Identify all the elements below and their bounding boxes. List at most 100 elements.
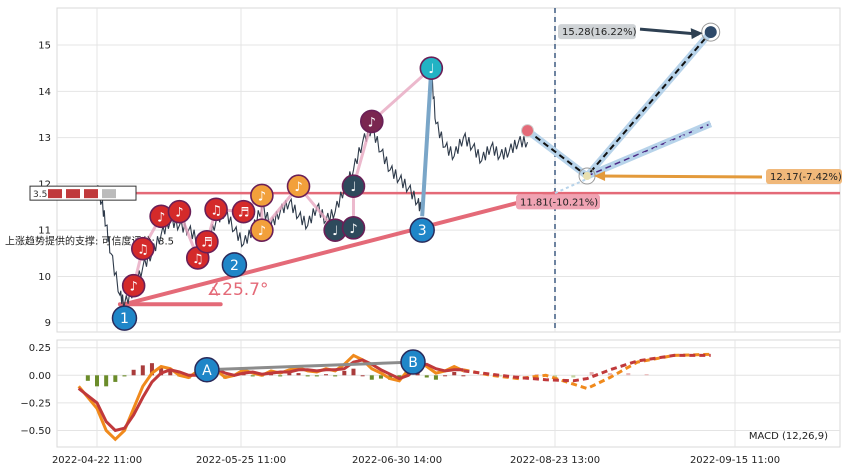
macd-histogram-bar xyxy=(342,370,347,376)
macd-histogram-bar xyxy=(131,369,136,376)
note-glyph: ♪ xyxy=(129,280,137,295)
macd-histogram-bar xyxy=(553,375,557,378)
x-tick-label: 2022-08-23 13:00 xyxy=(510,455,600,466)
wave-label: 1 xyxy=(120,311,129,327)
upper-target-label: 15.28(16.22%) xyxy=(562,27,637,38)
note-marker xyxy=(341,174,366,198)
macd-histogram-bar xyxy=(314,375,319,377)
note-glyph: ♬ xyxy=(238,206,250,221)
x-tick-label: 2022-04-22 11:00 xyxy=(52,455,142,466)
support-trend-label: 上涨趋势提供的支撑: 可信度评分: 3.5 xyxy=(5,235,174,248)
macd-histogram-bar xyxy=(589,371,594,376)
macd-histogram-bar xyxy=(479,374,484,376)
mid-arrowhead xyxy=(594,171,606,182)
divergence-line xyxy=(206,360,414,372)
note-glyph: ♩ xyxy=(332,224,338,239)
note-glyph: ♪ xyxy=(294,180,302,195)
wave-label: 3 xyxy=(418,223,427,239)
macd-histogram-bar xyxy=(168,370,173,376)
macd-histogram-bar xyxy=(296,373,301,376)
price-tick-label: 13 xyxy=(38,133,51,144)
macd-signal-forecast-line xyxy=(463,353,711,383)
note-glyph: ♬ xyxy=(201,236,213,251)
macd-histogram-bar xyxy=(452,371,457,376)
x-tick-label: 2022-09-15 11:00 xyxy=(690,455,780,466)
macd-histogram-bar xyxy=(333,375,338,377)
macd-panel: −0.50 −0.25 0.00 0.25 A B MACD (12,26,9) xyxy=(20,339,841,448)
note-glyph: ♫ xyxy=(192,252,204,267)
macd-histogram-bar xyxy=(324,374,328,376)
forecast-mid-marker xyxy=(583,172,592,181)
note-marker xyxy=(250,218,274,242)
target-arrowhead xyxy=(690,28,703,40)
note-marker xyxy=(195,229,219,254)
note-glyph: ♪ xyxy=(368,115,376,130)
x-tick-label: 2022-05-25 11:00 xyxy=(196,455,286,466)
macd-histogram-bar xyxy=(250,375,255,377)
macd-histogram-bar xyxy=(433,375,438,380)
price-tick-label: 12 xyxy=(38,179,51,190)
note-marker xyxy=(341,216,366,240)
macd-tick-label: −0.50 xyxy=(20,426,51,437)
price-frame xyxy=(56,7,841,333)
forecast-start-marker xyxy=(521,124,535,138)
macd-histogram-bar xyxy=(378,375,383,379)
note-marker xyxy=(419,56,444,80)
macd-histogram-bar xyxy=(85,375,90,381)
macd-histogram-bar xyxy=(278,375,283,377)
macd-marker-label: A xyxy=(202,363,212,379)
wave-marker xyxy=(409,217,435,243)
angle-label: ∡25.7° xyxy=(207,280,269,300)
note-glyph: ♩ xyxy=(350,180,356,195)
macd-signal-line xyxy=(77,358,464,433)
note-glyph: ♪ xyxy=(349,222,357,237)
note-glyph: ♪ xyxy=(175,206,183,221)
macd-histogram-bar xyxy=(424,375,429,378)
note-marker xyxy=(286,174,311,198)
support-price-label: 11.81(-10.21%) xyxy=(520,197,598,208)
note-marker xyxy=(121,273,146,298)
x-tick-label: 2022-06-30 14:00 xyxy=(352,455,442,466)
price-tick-label: 9 xyxy=(45,318,51,329)
note-marker xyxy=(359,109,384,134)
note-glyph: ♫ xyxy=(210,203,222,218)
macd-histogram-bar xyxy=(443,375,448,377)
target-arrow xyxy=(639,27,699,36)
support-trendline xyxy=(122,191,557,307)
macd-histogram-bar xyxy=(140,365,145,376)
macd-tick-label: −0.25 xyxy=(20,398,51,409)
note-glyph: ♪ xyxy=(258,224,266,239)
note-glyph: ♫ xyxy=(137,243,149,258)
macd-histogram-bar xyxy=(534,374,539,376)
price-panel: 9101112131415∡25.7°15.28(16.22%)12.17(-7… xyxy=(5,7,842,447)
spike-overlay xyxy=(420,68,434,217)
note-glyph: ♪ xyxy=(157,210,165,225)
note-marker xyxy=(167,199,192,224)
macd-histogram-bar xyxy=(397,375,402,378)
macd-title: MACD (12,26,9) xyxy=(749,431,828,442)
price-line xyxy=(96,72,529,308)
note-marker xyxy=(204,197,228,222)
mid-target-label: 12.17(-7.42%) xyxy=(770,172,842,183)
forecast-lower-line xyxy=(554,122,712,195)
mid-arrow xyxy=(599,174,763,179)
macd-histogram-bar xyxy=(461,375,466,377)
mid-target-label-bg xyxy=(766,169,842,185)
macd-tick-label: 0.00 xyxy=(29,371,51,382)
macd-marker xyxy=(400,349,426,375)
macd-histogram-bar xyxy=(571,375,576,378)
legend-badge-swatch xyxy=(66,189,80,199)
macd-histogram-bar xyxy=(122,375,127,377)
macd-histogram-bar xyxy=(644,374,649,376)
macd-histogram-bar xyxy=(104,375,109,387)
macd-marker-label: B xyxy=(408,355,418,371)
macd-histogram-bar xyxy=(498,375,503,377)
note-marker xyxy=(131,236,155,261)
wave-marker xyxy=(221,252,248,278)
macd-histogram-bar xyxy=(159,366,164,376)
macd-histogram-bar xyxy=(305,375,310,377)
legend-badge-swatch xyxy=(102,189,116,199)
macd-histogram-bar xyxy=(360,375,365,377)
price-tick-label: 15 xyxy=(38,41,51,52)
